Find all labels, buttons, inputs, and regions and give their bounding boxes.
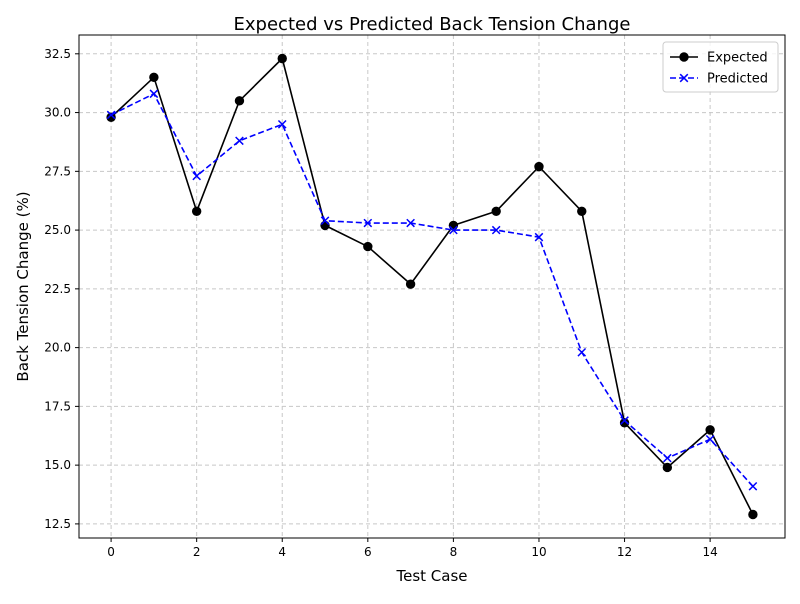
y-tick-label: 15.0 xyxy=(44,458,71,472)
expected-point xyxy=(662,462,673,473)
chart-title: Expected vs Predicted Back Tension Chang… xyxy=(234,14,631,35)
expected-point xyxy=(234,96,245,106)
x-tick-label: 14 xyxy=(702,545,717,559)
y-axis-label: Back Tension Change (%) xyxy=(14,191,32,381)
legend-label-expected: Expected xyxy=(707,51,768,66)
predicted-line xyxy=(110,92,754,487)
x-axis-ticks: 0 2 4 6 8 10 12 14 xyxy=(107,538,718,559)
x-axis-label: Test Case xyxy=(395,567,467,585)
series-layer xyxy=(106,53,758,520)
y-tick-label: 25.0 xyxy=(44,223,71,237)
expected-point xyxy=(191,206,202,216)
predicted-point xyxy=(449,225,458,235)
expected-point xyxy=(448,220,459,231)
legend-item-predicted: Predicted xyxy=(670,72,768,87)
expected-point xyxy=(705,425,715,435)
x-tick-label: 12 xyxy=(617,545,632,559)
expected-point xyxy=(534,161,544,172)
legend-box xyxy=(662,41,779,93)
y-tick-label: 20.0 xyxy=(44,341,71,355)
predicted-point xyxy=(149,89,159,99)
legend-item-expected: Expected xyxy=(670,51,768,66)
legend: Expected Predicted xyxy=(662,41,779,93)
predicted-series xyxy=(106,89,758,491)
predicted-point xyxy=(406,218,415,228)
y-tick-label: 30.0 xyxy=(44,106,71,120)
expected-point xyxy=(619,418,630,428)
predicted-point xyxy=(534,232,544,242)
plot-frame xyxy=(78,34,786,539)
grid-lines xyxy=(79,35,785,538)
predicted-point xyxy=(320,216,330,226)
predicted-point xyxy=(106,110,116,120)
x-tick-label: 10 xyxy=(531,545,546,559)
y-axis-ticks: 12.5 15.0 17.5 20.0 22.5 25.0 27.5 30.0 32.5 xyxy=(44,47,79,531)
expected-line xyxy=(110,57,754,515)
x-tick-label: 8 xyxy=(450,545,458,559)
expected-point xyxy=(491,206,501,216)
predicted-point xyxy=(277,119,287,129)
predicted-point xyxy=(577,347,587,357)
expected-point xyxy=(277,53,287,64)
predicted-point xyxy=(235,136,244,146)
legend-items: Expected Predicted xyxy=(670,51,768,87)
y-tick-label: 12.5 xyxy=(44,517,71,531)
x-tick-label: 0 xyxy=(107,545,115,559)
y-tick-label: 17.5 xyxy=(44,399,71,413)
predicted-point xyxy=(663,453,672,463)
expected-point xyxy=(320,220,330,231)
legend-marker-predicted xyxy=(679,73,689,83)
expected-point xyxy=(363,241,373,252)
predicted-point xyxy=(491,225,501,235)
expected-point xyxy=(577,206,587,216)
legend-label-predicted: Predicted xyxy=(707,72,768,87)
expected-point xyxy=(149,72,159,83)
x-tick-label: 4 xyxy=(278,545,286,559)
y-tick-label: 27.5 xyxy=(44,164,71,178)
legend-marker-expected xyxy=(679,52,689,62)
expected-point xyxy=(748,509,758,520)
y-tick-label: 32.5 xyxy=(44,47,71,61)
predicted-point xyxy=(705,434,715,444)
predicted-point xyxy=(192,171,201,181)
x-tick-label: 6 xyxy=(364,545,372,559)
expected-series xyxy=(106,53,758,520)
predicted-point xyxy=(620,416,629,425)
expected-point xyxy=(106,112,116,122)
predicted-point xyxy=(748,481,758,491)
predicted-point xyxy=(363,218,373,228)
x-tick-label: 2 xyxy=(193,545,201,559)
y-tick-label: 22.5 xyxy=(44,282,71,296)
expected-point xyxy=(405,279,416,289)
